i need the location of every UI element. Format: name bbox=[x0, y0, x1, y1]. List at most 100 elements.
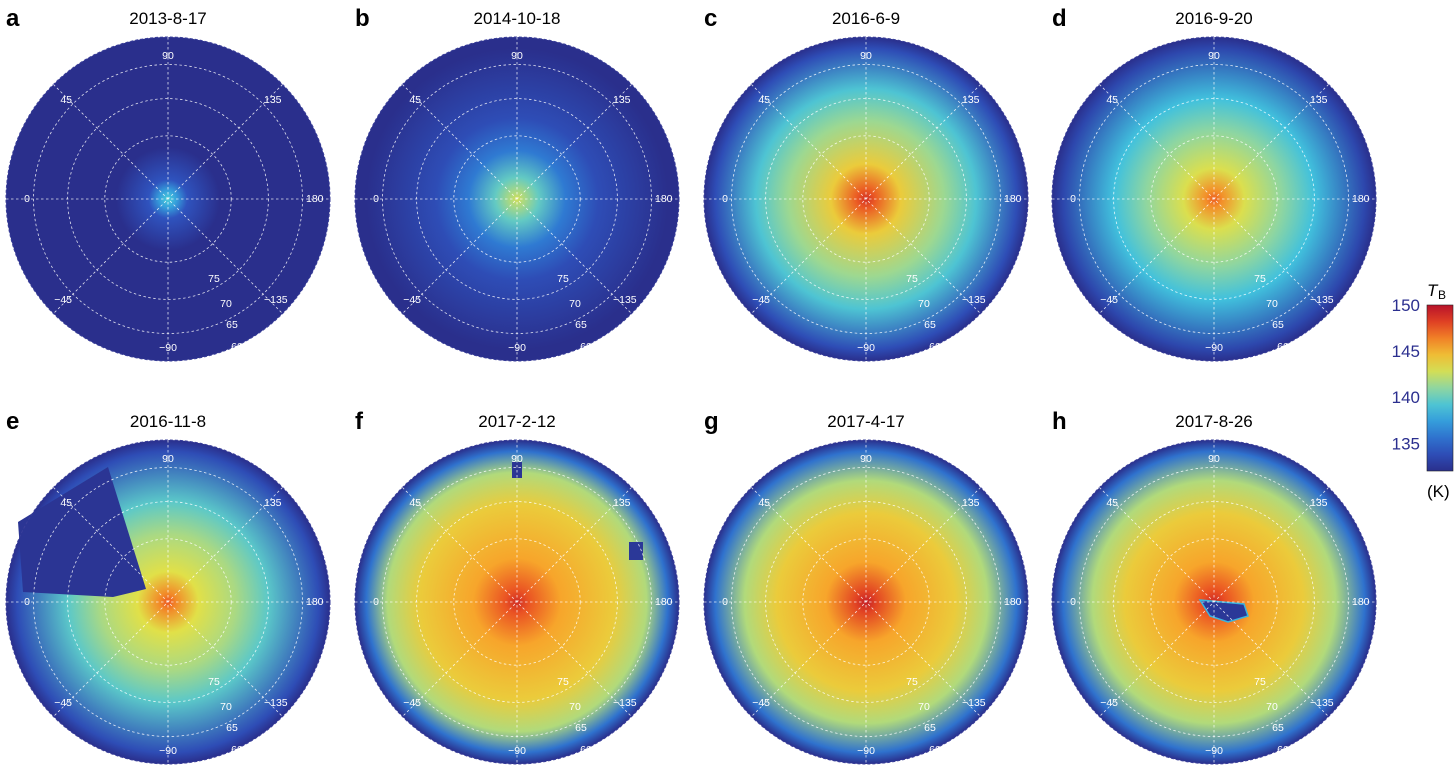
grid-label-lon-45: 45 bbox=[60, 497, 72, 509]
grid-label-lat-70: 70 bbox=[1266, 701, 1278, 713]
grid-label-lon-135: 135 bbox=[1310, 497, 1328, 509]
panel-g: 90 45 135 0 180 −45 −90 −135 75 70 65 60 g 2017-4-17 bbox=[703, 408, 1029, 765]
grid-label-lon-0: 0 bbox=[1070, 596, 1076, 608]
panel-letter: h bbox=[1052, 408, 1067, 435]
panel-title: 2013-8-17 bbox=[129, 9, 207, 28]
grid-label-lon-180: 180 bbox=[655, 596, 673, 608]
meridian-line bbox=[751, 84, 981, 314]
grid-label-lon-m90: −90 bbox=[857, 745, 875, 757]
grid-label-lon-45: 45 bbox=[409, 94, 421, 106]
colorbar-title: T bbox=[1427, 281, 1439, 300]
grid-label-lat-65: 65 bbox=[924, 722, 936, 734]
colorbar-title-subscript: B bbox=[1438, 288, 1446, 302]
panel-letter: g bbox=[704, 408, 719, 435]
grid-label-lat-70: 70 bbox=[569, 701, 581, 713]
disk-border bbox=[1051, 36, 1377, 362]
grid-label-lat-60: 60 bbox=[1277, 341, 1289, 353]
grid-label-lat-65: 65 bbox=[575, 722, 587, 734]
panel-title: 2017-2-12 bbox=[478, 412, 556, 431]
grid-label-lat-75: 75 bbox=[208, 273, 220, 285]
missing-data-patch bbox=[629, 542, 643, 560]
grid-label-lon-m135: −135 bbox=[1310, 294, 1334, 306]
meridian-line bbox=[53, 487, 283, 717]
grid-label-lon-90: 90 bbox=[1208, 453, 1220, 465]
grid-label-lon-m90: −90 bbox=[508, 342, 526, 354]
grid-label-lon-135: 135 bbox=[264, 497, 282, 509]
grid-label-lon-m135: −135 bbox=[613, 697, 637, 709]
grid-label-lon-m90: −90 bbox=[159, 745, 177, 757]
grid-label-lat-60: 60 bbox=[580, 341, 592, 353]
grid-label-lon-135: 135 bbox=[264, 94, 282, 106]
grid-label-lon-90: 90 bbox=[511, 50, 523, 62]
disk-border bbox=[703, 36, 1029, 362]
grid-label-lat-65: 65 bbox=[1272, 722, 1284, 734]
panel-b: 90 45 135 0 180 −45 −90 −135 75 70 65 60 b 2014-10-18 bbox=[354, 5, 680, 362]
grid-label-lon-m45: −45 bbox=[752, 294, 770, 306]
grid-label-lon-0: 0 bbox=[24, 193, 30, 205]
grid-label-lat-75: 75 bbox=[1254, 676, 1266, 688]
grid-label-lon-m45: −45 bbox=[54, 697, 72, 709]
colorbar: T B (K) 150 145 140 135 bbox=[1392, 281, 1454, 501]
meridian-line bbox=[1099, 487, 1329, 717]
grid-label-lat-70: 70 bbox=[918, 701, 930, 713]
grid-label-lat-70: 70 bbox=[918, 298, 930, 310]
grid-label-lon-m90: −90 bbox=[508, 745, 526, 757]
grid-label-lon-90: 90 bbox=[162, 50, 174, 62]
grid-label-lat-60: 60 bbox=[580, 744, 592, 756]
meridian-line bbox=[402, 84, 632, 314]
grid-label-lat-75: 75 bbox=[1254, 273, 1266, 285]
grid-label-lon-45: 45 bbox=[60, 94, 72, 106]
grid-label-lon-135: 135 bbox=[962, 94, 980, 106]
panel-letter: e bbox=[6, 408, 19, 435]
grid-label-lon-180: 180 bbox=[306, 193, 324, 205]
grid-label-lon-m90: −90 bbox=[1205, 745, 1223, 757]
meridian-line bbox=[53, 84, 283, 314]
grid-label-lat-70: 70 bbox=[220, 298, 232, 310]
disk-border bbox=[354, 439, 680, 765]
grid-label-lon-180: 180 bbox=[655, 193, 673, 205]
grid-label-lon-90: 90 bbox=[1208, 50, 1220, 62]
grid-label-lon-m45: −45 bbox=[752, 697, 770, 709]
grid-label-lon-135: 135 bbox=[613, 94, 631, 106]
panel-letter: c bbox=[704, 5, 717, 32]
grid-label-lat-65: 65 bbox=[226, 722, 238, 734]
panel-title: 2017-8-26 bbox=[1175, 412, 1253, 431]
grid-label-lat-70: 70 bbox=[220, 701, 232, 713]
meridian-line bbox=[402, 487, 632, 717]
grid-label-lat-65: 65 bbox=[924, 319, 936, 331]
disk-border bbox=[5, 439, 331, 765]
grid-label-lon-180: 180 bbox=[1004, 193, 1022, 205]
grid-label-lat-65: 65 bbox=[1272, 319, 1284, 331]
missing-data-wedge bbox=[18, 467, 146, 597]
grid-label-lat-75: 75 bbox=[906, 273, 918, 285]
cold-spot bbox=[1198, 599, 1249, 623]
grid-label-lat-60: 60 bbox=[929, 341, 941, 353]
panel-letter: a bbox=[6, 5, 20, 32]
grid-label-lat-75: 75 bbox=[906, 676, 918, 688]
grid-label-lon-45: 45 bbox=[1106, 497, 1118, 509]
grid-label-lon-0: 0 bbox=[373, 193, 379, 205]
grid-label-lon-0: 0 bbox=[373, 596, 379, 608]
panel-letter: b bbox=[355, 5, 370, 32]
grid-label-lon-m135: −135 bbox=[962, 294, 986, 306]
grid-label-lon-45: 45 bbox=[409, 497, 421, 509]
grid-label-lat-75: 75 bbox=[557, 676, 569, 688]
grid-label-lon-45: 45 bbox=[1106, 94, 1118, 106]
grid-label-lon-45: 45 bbox=[758, 94, 770, 106]
grid-label-lat-60: 60 bbox=[231, 744, 243, 756]
meridian-line bbox=[1099, 84, 1329, 314]
grid-label-lat-75: 75 bbox=[208, 676, 220, 688]
disk-border bbox=[5, 36, 331, 362]
grid-label-lon-m45: −45 bbox=[403, 697, 421, 709]
panel-d: 90 45 135 0 180 −45 −90 −135 75 70 65 60 d 2016-9-20 bbox=[1051, 5, 1377, 362]
grid-label-lon-135: 135 bbox=[962, 497, 980, 509]
grid-label-lon-90: 90 bbox=[511, 453, 523, 465]
colorbar-tick-label: 135 bbox=[1392, 434, 1420, 453]
disk-border bbox=[703, 439, 1029, 765]
grid-label-lon-135: 135 bbox=[1310, 94, 1328, 106]
grid-label-lat-70: 70 bbox=[1266, 298, 1278, 310]
grid-label-lon-90: 90 bbox=[860, 453, 872, 465]
grid-label-lon-90: 90 bbox=[860, 50, 872, 62]
grid-label-lon-180: 180 bbox=[306, 596, 324, 608]
grid-label-lon-0: 0 bbox=[722, 193, 728, 205]
